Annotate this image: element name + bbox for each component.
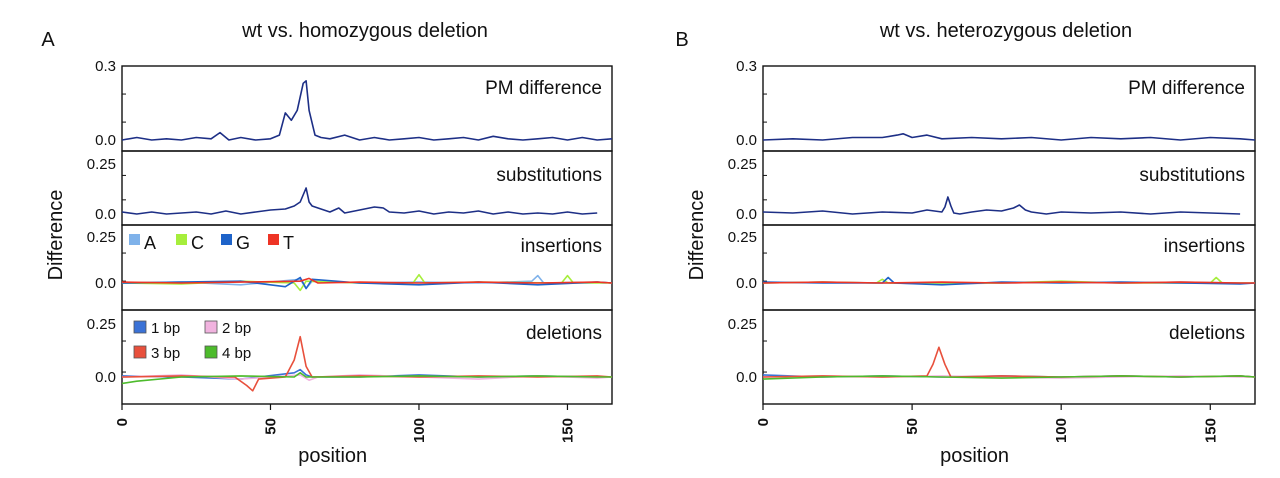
subplot-frame [762, 309, 1256, 405]
x-tick-label: 100 [1053, 418, 1070, 443]
legend-swatch-4-bp [204, 345, 218, 359]
legend-label: 3 bp [151, 345, 180, 362]
legend-swatch-a [129, 234, 140, 245]
y-tick-label: 0.3 [95, 58, 116, 75]
legend-label: T [283, 233, 294, 253]
y-tick-label: 0.0 [736, 369, 757, 386]
panel-letter: B [675, 29, 688, 51]
y-tick-label: 0.0 [736, 206, 757, 223]
subplot-label: insertions [521, 236, 602, 257]
legend-swatch-2-bp [204, 320, 218, 334]
series-line-4-bp [763, 375, 1255, 380]
y-tick-label: 0.25 [728, 156, 757, 173]
series-line-t [763, 281, 1255, 284]
legend-label: A [144, 233, 156, 253]
subplot-frame [121, 150, 613, 226]
subplot-frame [762, 150, 1256, 226]
subplot-label: substitutions [496, 165, 602, 186]
subplot-label: deletions [526, 323, 602, 344]
subplot-label: PM difference [485, 78, 602, 99]
legend-label: 4 bp [222, 345, 251, 362]
subplot-label: deletions [1169, 323, 1245, 344]
subplot-label: PM difference [1128, 78, 1245, 99]
y-tick-label: 0.0 [736, 132, 757, 149]
panel-letter: A [41, 29, 55, 51]
subplot-label: insertions [1164, 236, 1245, 257]
legend-label: C [191, 233, 204, 253]
legend-swatch-3-bp [133, 345, 147, 359]
y-tick-label: 0.25 [87, 156, 116, 173]
legend-swatch-c [176, 234, 187, 245]
y-tick-label: 0.0 [736, 275, 757, 292]
x-tick-label: 0 [755, 418, 772, 426]
x-tick-label: 100 [411, 418, 428, 443]
y-tick-label: 0.0 [95, 206, 116, 223]
legend-label: 2 bp [222, 320, 251, 337]
y-axis-label: Difference [686, 190, 708, 281]
x-tick-label: 50 [262, 418, 279, 435]
x-axis-label: position [298, 445, 367, 467]
series-line-main [122, 80, 612, 141]
subplot-label: substitutions [1139, 165, 1245, 186]
y-tick-label: 0.0 [95, 275, 116, 292]
series-line-3-bp [122, 335, 612, 392]
legend-swatch-g [221, 234, 232, 245]
legend-swatch-t [268, 234, 279, 245]
subplot-frame [121, 309, 613, 405]
x-tick-label: 0 [114, 418, 131, 426]
series-line-g [763, 276, 1255, 286]
y-tick-label: 0.25 [728, 229, 757, 246]
x-tick-label: 150 [1202, 418, 1219, 443]
y-tick-label: 0.25 [87, 316, 116, 333]
panel-title: wt vs. homozygous deletion [241, 20, 488, 42]
y-axis-label: Difference [45, 190, 67, 281]
y-tick-label: 0.0 [95, 132, 116, 149]
series-line-4-bp [122, 371, 612, 385]
y-tick-label: 0.3 [736, 58, 757, 75]
legend-label: G [236, 233, 250, 253]
x-tick-label: 50 [904, 418, 921, 435]
legend-swatch-1-bp [133, 320, 147, 334]
y-tick-label: 0.25 [87, 229, 116, 246]
series-line-main [763, 133, 1255, 141]
series-line-t [122, 277, 612, 284]
x-tick-label: 150 [559, 418, 576, 443]
legend-label: 1 bp [151, 320, 180, 337]
series-line-main [122, 187, 598, 215]
y-tick-label: 0.0 [95, 369, 116, 386]
y-tick-label: 0.25 [728, 316, 757, 333]
series-line-3-bp [763, 346, 1255, 378]
panel-title: wt vs. heterozygous deletion [879, 20, 1132, 42]
series-line-main [763, 196, 1241, 215]
x-axis-label: position [940, 445, 1009, 467]
